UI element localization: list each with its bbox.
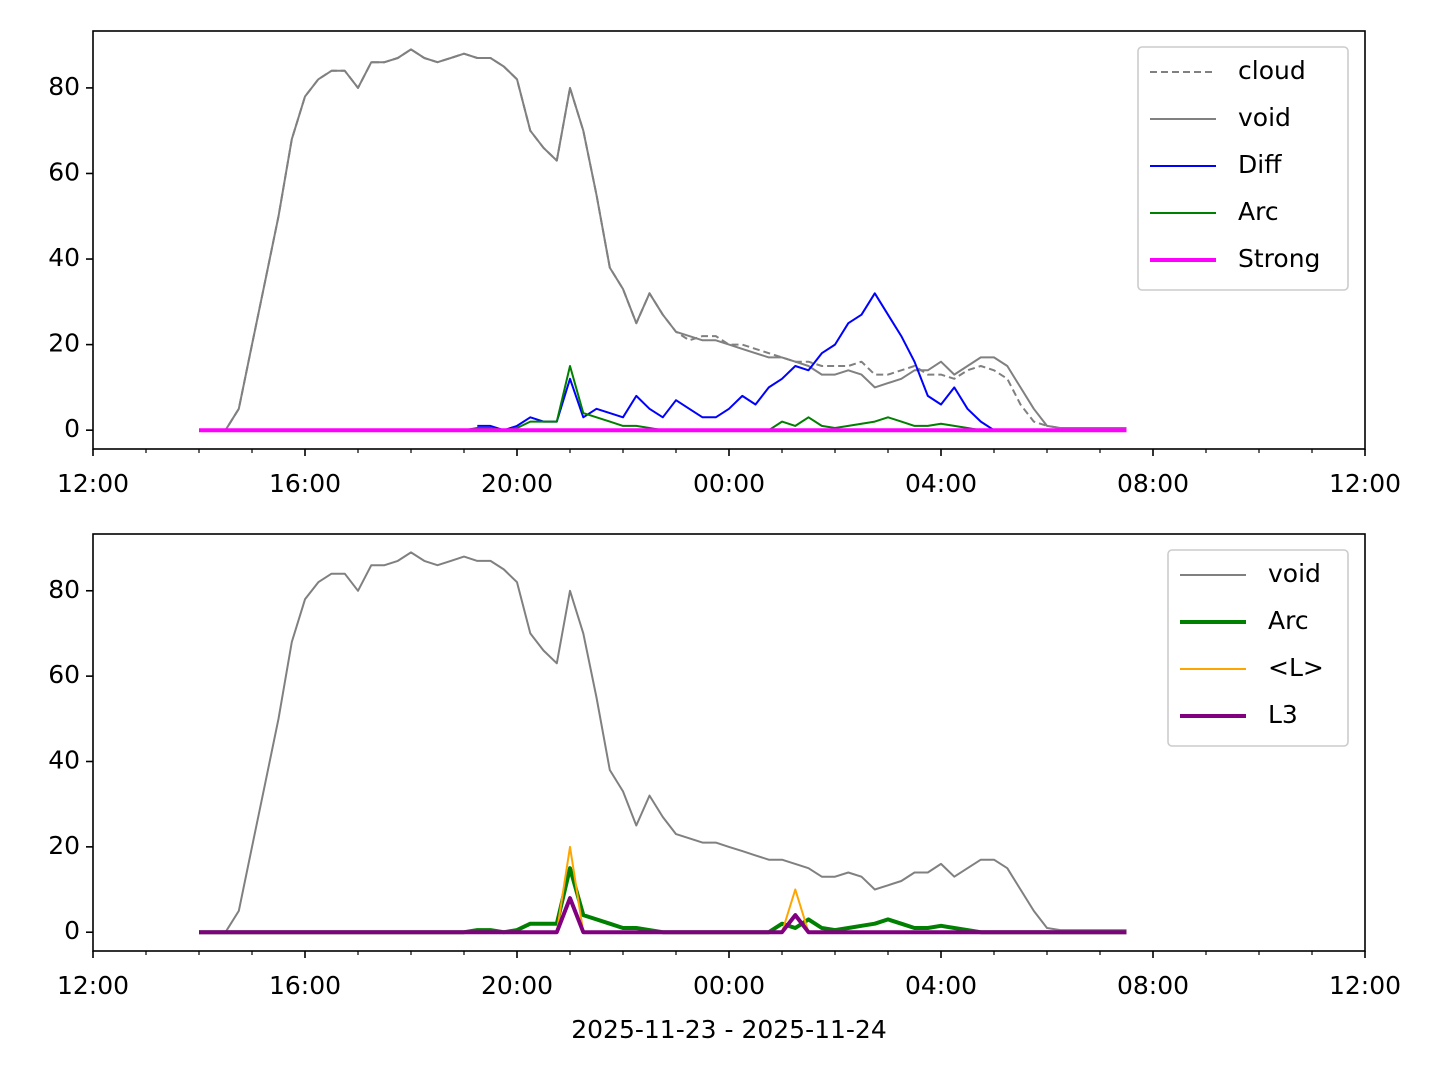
legend-box	[1167, 549, 1349, 747]
x-tick-label: 08:00	[1117, 971, 1189, 1000]
x-tick-label: 20:00	[481, 971, 553, 1000]
y-tick-label: 0	[64, 414, 80, 443]
y-tick-label: 80	[48, 72, 80, 101]
x-tick-label: 00:00	[693, 971, 765, 1000]
legend-label: Arc	[1238, 197, 1279, 226]
y-tick-label: 40	[48, 243, 80, 272]
series-line	[199, 365, 1127, 432]
legend-label: Strong	[1238, 244, 1320, 273]
series-line	[199, 48, 1127, 432]
axes: 0 20 40 60 80 12:00 16:00 20:00 00:00 04:00 08:00 1…	[48, 533, 1401, 1044]
series-line	[477, 292, 995, 432]
legend-box	[1137, 46, 1349, 291]
x-tick-label: 08:00	[1117, 469, 1189, 498]
plot-frame	[92, 30, 1366, 450]
legend-label: <L>	[1268, 653, 1324, 682]
legend-label: Diff	[1238, 150, 1282, 179]
series-line	[199, 896, 1127, 935]
y-tick-label: 40	[48, 745, 80, 774]
legend-label: L3	[1268, 700, 1298, 729]
plot-frame	[92, 533, 1366, 952]
y-tick-label: 60	[48, 660, 80, 689]
legend-label: void	[1238, 103, 1291, 132]
series-line	[199, 866, 1127, 935]
legend: void Arc <L> L3	[1167, 549, 1349, 747]
x-tick-label: 04:00	[905, 971, 977, 1000]
series-line	[199, 551, 1127, 934]
legend-label: Arc	[1268, 606, 1309, 635]
axes: 0 20 40 60 80 12:00 16:00 20:00 00:00 04:00 08:00 1…	[48, 30, 1401, 498]
x-tick-label: 16:00	[269, 971, 341, 1000]
y-tick-label: 20	[48, 329, 80, 358]
y-tick-label: 80	[48, 575, 80, 604]
legend: cloud void Diff Arc Strong	[1137, 46, 1349, 291]
x-axis-label: 2025-11-23 - 2025-11-24	[571, 1015, 887, 1044]
x-tick-label: 20:00	[481, 469, 553, 498]
series-line	[199, 48, 1127, 432]
x-tick-label: 12:00	[1329, 971, 1401, 1000]
legend-label: cloud	[1238, 56, 1306, 85]
x-tick-label: 12:00	[57, 469, 129, 498]
y-tick-label: 0	[64, 916, 80, 945]
legend-label: void	[1268, 559, 1321, 588]
x-tick-label: 12:00	[57, 971, 129, 1000]
x-tick-label: 16:00	[269, 469, 341, 498]
x-tick-label: 00:00	[693, 469, 765, 498]
x-tick-label: 12:00	[1329, 469, 1401, 498]
y-tick-label: 20	[48, 831, 80, 860]
x-tick-label: 04:00	[905, 469, 977, 498]
y-tick-label: 60	[48, 157, 80, 186]
